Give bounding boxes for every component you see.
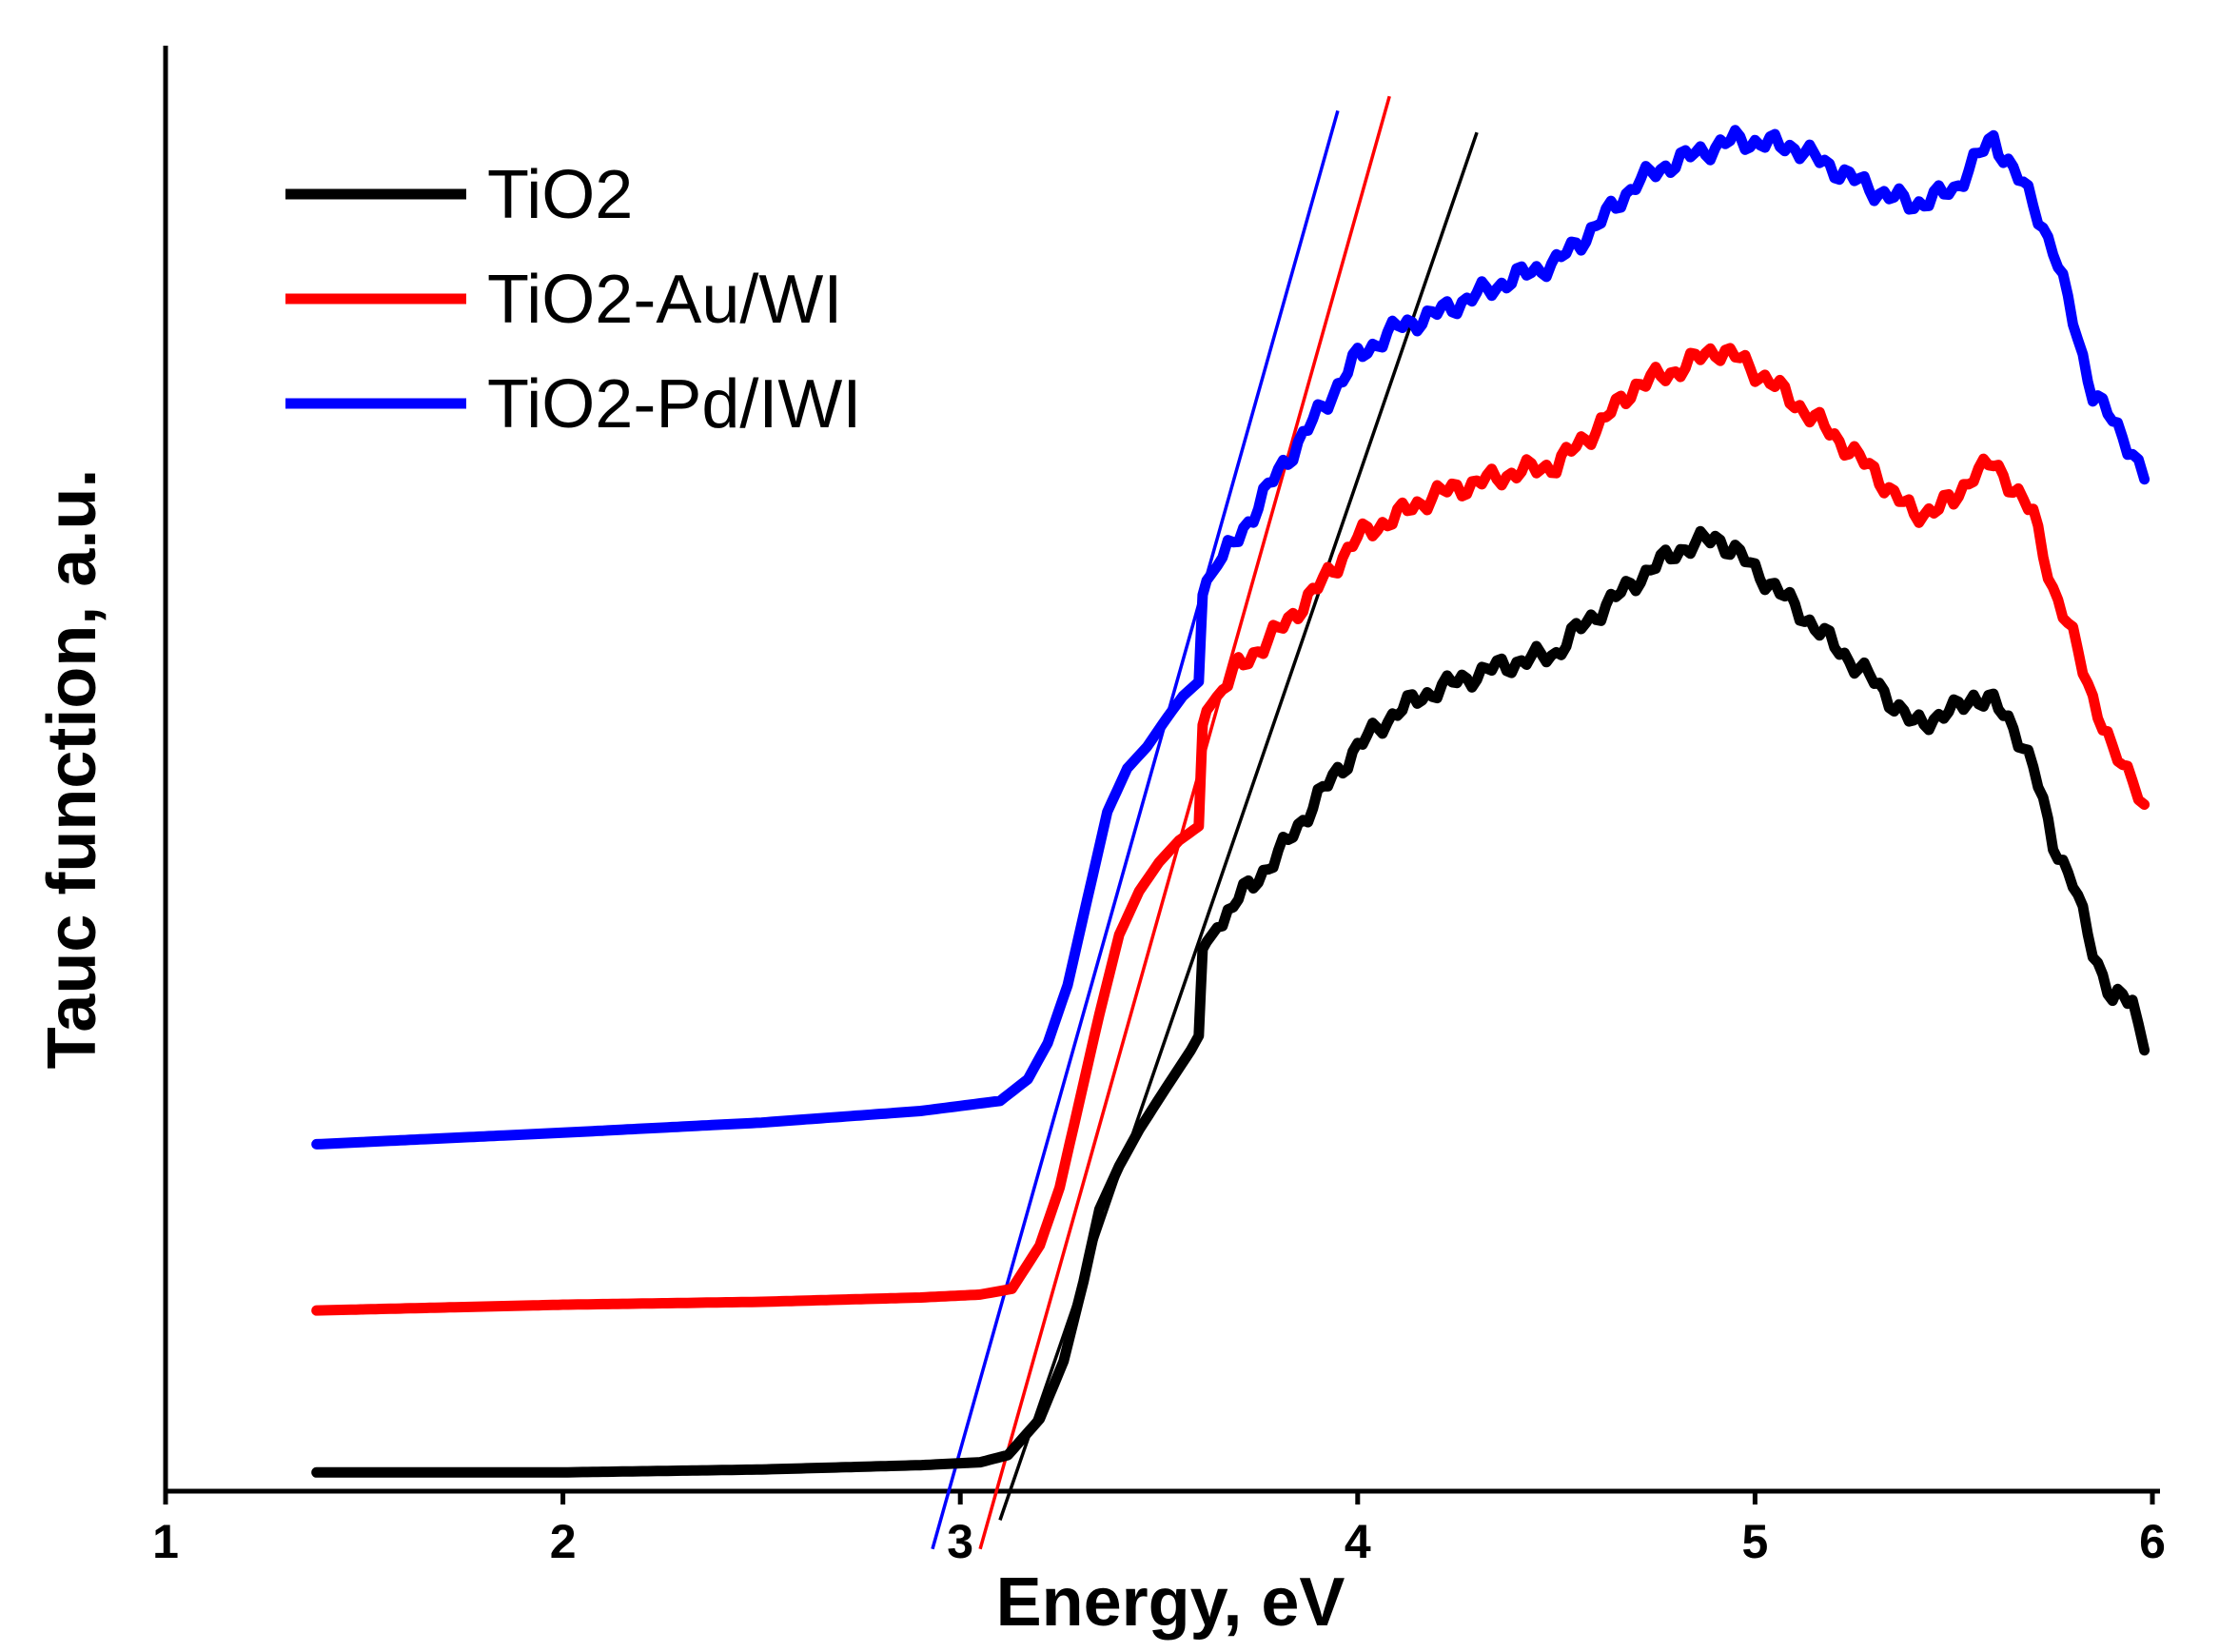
series-line-2 xyxy=(311,125,2150,1150)
legend-label: TiO2 xyxy=(487,157,633,233)
linear-fit-lines xyxy=(931,95,1479,1550)
x-tick-label: 5 xyxy=(1741,1515,1768,1568)
series-line-0 xyxy=(311,525,2150,1478)
x-tick-label: 4 xyxy=(1345,1515,1371,1568)
tangent-fit-line xyxy=(931,109,1340,1550)
tangent-fit-line xyxy=(978,95,1391,1550)
legend-label: TiO2-Pd/IWI xyxy=(487,366,861,442)
legend-label: TiO2-Au/WI xyxy=(487,262,842,338)
axes xyxy=(163,46,2160,1494)
x-axis-title: Energy, eV xyxy=(996,1564,1345,1641)
x-tick-label: 2 xyxy=(550,1515,577,1568)
x-axis-ticks: 1 2 3 4 5 6 xyxy=(152,1491,2166,1568)
y-axis-title: Tauc function, a.u. xyxy=(34,469,110,1070)
data-series xyxy=(311,125,2150,1478)
legend: TiO2 TiO2-Au/WI TiO2-Pd/IWI xyxy=(285,157,861,442)
x-tick-label: 6 xyxy=(2139,1515,2166,1568)
x-tick-label: 3 xyxy=(947,1515,973,1568)
series-line-1 xyxy=(311,343,2150,1316)
x-tick-label: 1 xyxy=(152,1515,179,1568)
